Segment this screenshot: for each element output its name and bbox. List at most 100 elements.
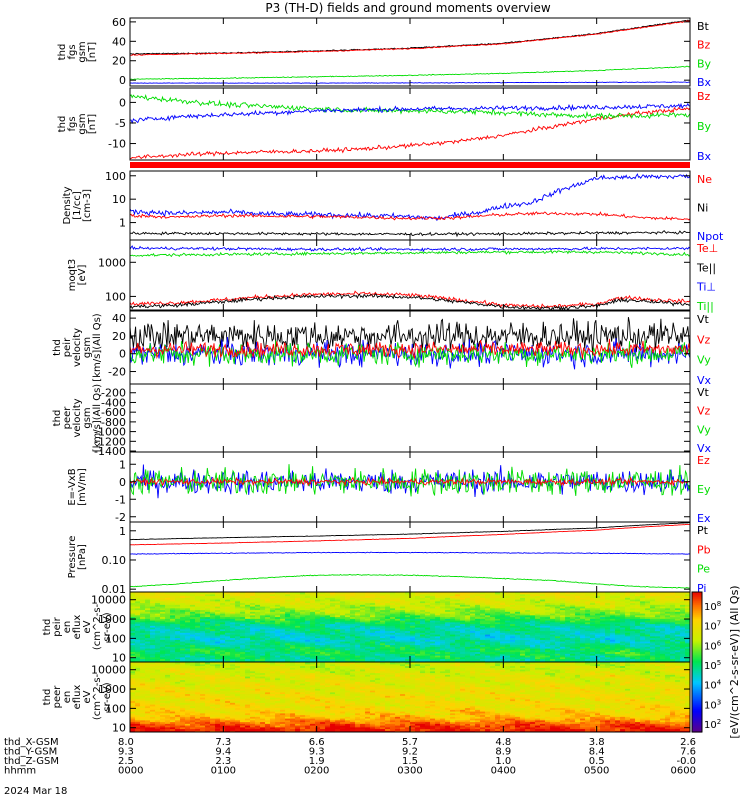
ylabel-line: eV: [82, 620, 93, 633]
ylabel-line: sr-eV): [102, 612, 113, 641]
series-Vz-p5: [130, 338, 690, 360]
ylabel-line: Pressure: [67, 536, 78, 579]
panel-p8: 1 0.10 0.01 Pressure [nPa] Pt Pb Pe Pi: [67, 521, 711, 596]
colorbar-tick: 107: [704, 620, 721, 633]
ylabel-line: velocity: [72, 398, 83, 437]
colorbar-label: [eV/(cm^2-s-sr-eV)] (All Qs): [728, 585, 741, 738]
axis-row-label: thd_X-GSM: [4, 737, 59, 748]
axis-value: 1.0: [495, 756, 511, 767]
ytick-label: 40: [112, 312, 126, 325]
ylabel-line: peir: [62, 337, 73, 357]
legend-Pi: Pi: [697, 582, 706, 595]
ylabel-line: Density: [62, 186, 73, 224]
frame-p2: [129, 87, 691, 161]
colorbar: [691, 591, 703, 733]
series-Ti-p4: [130, 245, 690, 253]
series-Bt-p1: [130, 19, 690, 56]
series-Ne-p3: [130, 211, 690, 221]
ylabel-line: [cm-3]: [82, 189, 93, 222]
legend-Vt: Vt: [697, 386, 710, 399]
legend-Ni: Ni: [697, 202, 708, 215]
ytick-label: -10: [108, 138, 126, 151]
ylabel-line: thd: [57, 44, 68, 61]
axis-value: -0.0: [676, 756, 696, 767]
legend-Vy: Vy: [697, 354, 711, 367]
legend-Vt: Vt: [697, 313, 710, 326]
legend-By: By: [697, 57, 712, 70]
axis-value: 8.9: [495, 747, 511, 758]
legend-Bx: Bx: [697, 150, 712, 163]
axis-value: 0200: [304, 766, 329, 777]
frame-p8: [129, 521, 691, 593]
ytick-label: 10000: [91, 664, 126, 677]
legend-Bz: Bz: [697, 39, 711, 52]
ytick-label: -1200: [94, 435, 126, 448]
panel-p10: 10000 1000 100 10 thd peer en eflux eV (cm^2-s-sr…: [42, 661, 691, 735]
legend-Te: Te||: [696, 261, 716, 274]
legend-Ey: Ey: [697, 483, 711, 496]
axis-value: 9.4: [215, 747, 231, 758]
date-label: 2024 Mar 18: [4, 786, 67, 797]
ylabel-line: eflux: [72, 615, 83, 640]
ytick-label: 10: [112, 722, 126, 735]
ylabel-line: [km/s](All Qs): [92, 384, 103, 452]
ytick-label: -1000: [94, 426, 126, 439]
ytick-label: 0.10: [102, 554, 127, 567]
axis-row-label: hhmm: [4, 766, 36, 777]
colorbar-tick: 103: [704, 698, 721, 711]
legend-Vx: Vx: [697, 442, 712, 455]
ylabel-line: gsm: [82, 407, 93, 428]
ytick-label: 1: [119, 458, 126, 471]
colorbar-tick: 105: [704, 659, 721, 672]
legend-Ez: Ez: [697, 454, 710, 467]
ytick-label: 0: [119, 348, 126, 361]
legend-Vz: Vz: [697, 333, 711, 346]
ylabel-line: [eV]: [77, 265, 88, 286]
axis-value: 4.8: [495, 737, 511, 748]
ytick-label: 40: [112, 35, 126, 48]
axis-value: 9.3: [118, 747, 134, 758]
ylabel-line: (cm^2-s-: [92, 603, 103, 650]
ytick-label: 1000: [98, 683, 126, 696]
ylabel-line: peir: [52, 616, 63, 636]
axis-value: 3.8: [589, 737, 605, 748]
axis-row-label: thd_Y-GSM: [4, 747, 57, 758]
ytick-label: -2: [115, 511, 126, 524]
legend-Ti: Ti||: [696, 300, 714, 313]
ytick-label: -1: [115, 493, 126, 506]
ytick-label: 1: [119, 525, 126, 538]
ylabel-line: thd: [42, 619, 53, 636]
panel-p5: 40 20 0 -20 thd peir velocity gsm [km/s](All Qs)…: [52, 310, 712, 387]
legend-Pt: Pt: [697, 524, 709, 537]
series-Bx-p2: [130, 102, 690, 125]
ytick-label: 0: [119, 74, 126, 87]
ylabel-line: eV: [82, 690, 93, 703]
panel-p7: 1 0 -1 -2 E=-VxB [mV/m] Ez Ey Ex: [67, 451, 711, 525]
legend-Vy: Vy: [697, 423, 711, 436]
ylabel-line: [nT]: [87, 114, 98, 134]
series-Ez-p7: [130, 475, 690, 487]
ylabel-line: en: [62, 691, 73, 704]
series-Npot-p3: [130, 173, 690, 222]
frame-p1: [129, 17, 691, 87]
axis-value: 5.7: [402, 737, 418, 748]
axis-value: 0100: [211, 766, 236, 777]
ytick-label: -600: [101, 406, 126, 419]
axis-row-label: thd_Z-GSM: [4, 756, 59, 767]
heatmap-p9: [130, 592, 690, 662]
legend-Vx: Vx: [697, 374, 712, 387]
colorbar-tick: 108: [704, 600, 721, 613]
ylabel-line: thd: [52, 339, 63, 356]
colorbar-tick: 106: [704, 639, 722, 652]
ytick-label: -400: [101, 396, 126, 409]
legend-Bt: Bt: [697, 20, 710, 33]
axis-value: 7.3: [215, 737, 231, 748]
axis-value: 2.5: [118, 756, 134, 767]
series-Bz-p2: [130, 106, 690, 160]
axis-value: 2.3: [215, 756, 231, 767]
ytick-label: 1: [119, 217, 126, 230]
ylabel-line: en: [62, 621, 73, 634]
ylabel-line: velocity: [72, 328, 83, 367]
ylabel-line: gsm: [82, 337, 93, 358]
ytick-label: 0.01: [102, 583, 127, 596]
